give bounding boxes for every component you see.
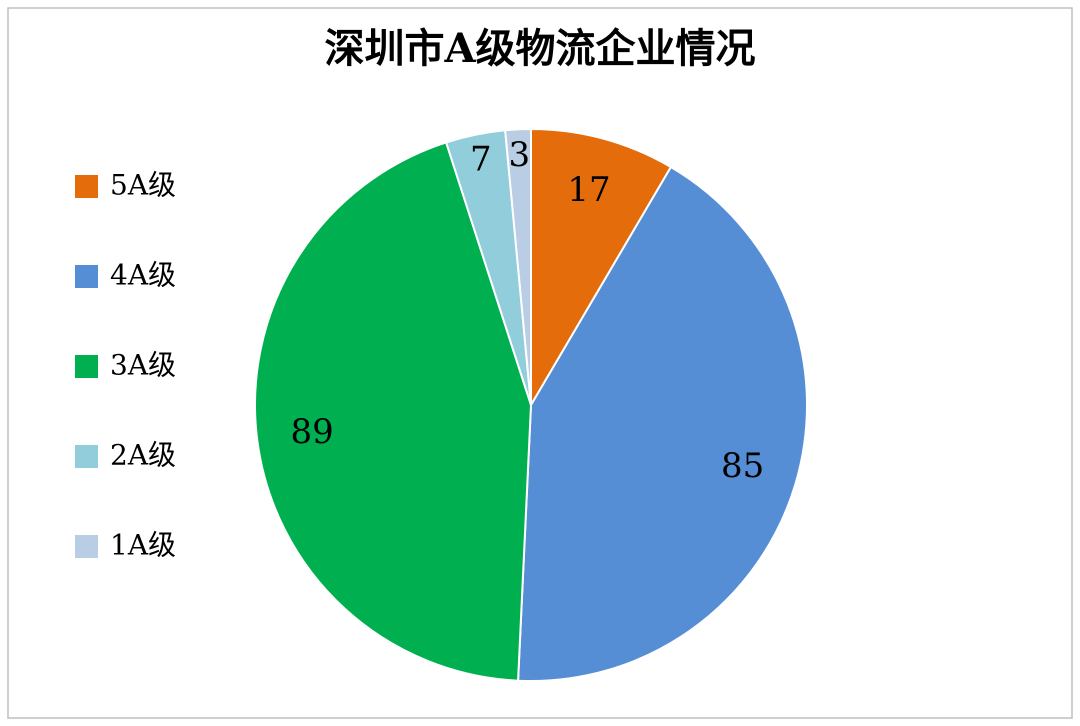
chart-title: 深圳市A级物流企业情况: [324, 25, 755, 72]
data-label: 3: [509, 135, 531, 175]
pie-slice: [254, 141, 533, 682]
pie-slice: [504, 127, 532, 406]
data-label: 17: [567, 170, 610, 210]
legend-label: 2A级: [110, 439, 176, 472]
pie-slice: [530, 127, 673, 409]
data-label: 89: [291, 412, 334, 452]
legend-swatch: [75, 265, 98, 288]
legend-swatch: [75, 445, 98, 468]
legend-swatch: [75, 355, 98, 378]
legend-label: 4A级: [110, 259, 176, 292]
data-label: 85: [721, 446, 764, 486]
pie: 17 85 89 7 3: [254, 127, 808, 682]
legend: 5A级 4A级 3A级 2A级 1A级: [75, 169, 176, 562]
legend-label: 3A级: [110, 349, 176, 382]
legend-label: 5A级: [110, 169, 176, 202]
legend-swatch: [75, 535, 98, 558]
legend-label: 1A级: [110, 529, 176, 562]
data-label: 7: [470, 140, 492, 180]
pie-slice: [517, 165, 808, 682]
legend-swatch: [75, 175, 98, 198]
